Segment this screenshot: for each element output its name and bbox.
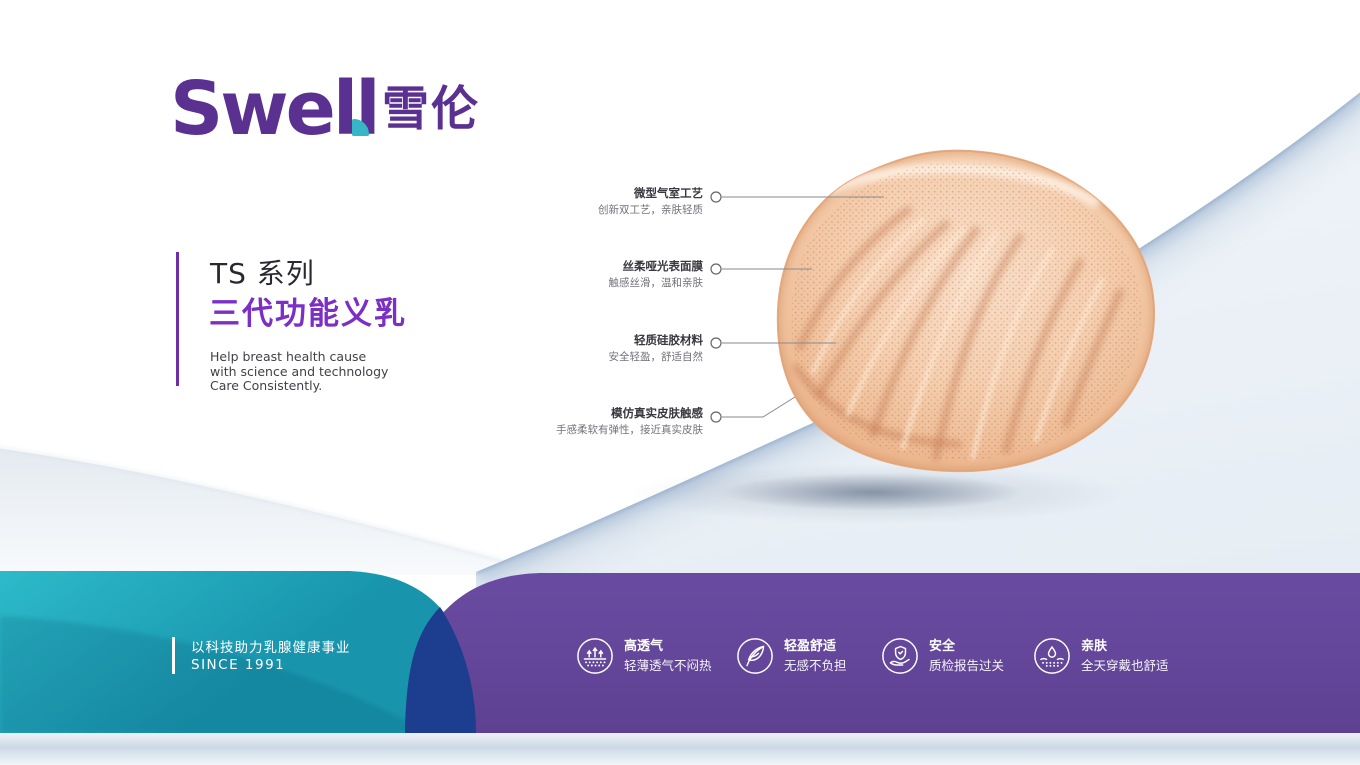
callout-matte-surface: 丝柔哑光表面膜 触感丝滑，温和亲肤 (458, 259, 704, 290)
feature-title: 轻盈舒适 (784, 638, 837, 654)
feature-desc: 质检报告过关 (929, 657, 1005, 673)
feature-title: 安全 (929, 638, 956, 654)
feature-safety: 安全 质检报告过关 (881, 637, 1004, 675)
feature-title: 亲肤 (1081, 638, 1108, 654)
callout-real-skin-feel: 模仿真实皮肤触感 手感柔软有弹性，接近真实皮肤 (458, 406, 703, 437)
callout-desc: 安全轻盈，舒适自然 (608, 351, 704, 363)
shield-hand-icon (882, 638, 918, 674)
feature-skin-friendly: 亲肤 全天穿戴也舒适 (1033, 637, 1169, 675)
navy-overlap-shape (405, 607, 476, 733)
bottom-strip (0, 733, 1360, 765)
left-wave-shape (0, 448, 540, 575)
tagline-line-2: with science and technology (210, 363, 389, 379)
callout-title: 微型气室工艺 (634, 186, 703, 200)
feature-desc: 无感不负担 (784, 657, 847, 673)
droplet-skin-icon (1034, 638, 1070, 674)
feather-icon (737, 638, 773, 674)
callout-title: 模仿真实皮肤触感 (611, 406, 703, 420)
product-title: 三代功能义乳 (209, 296, 407, 332)
callout-micro-air-chamber: 微型气室工艺 创新双工艺，亲肤轻质 (458, 186, 703, 217)
callout-desc: 手感柔软有弹性，接近真实皮肤 (556, 424, 703, 436)
callout-desc: 触感丝滑，温和亲肤 (608, 277, 704, 289)
footer-since: SINCE 1991 (191, 657, 286, 673)
footer-slogan: 以科技助力乳腺健康事业 (191, 640, 351, 656)
callout-desc: 创新双工艺，亲肤轻质 (598, 204, 703, 216)
tagline-line-1: Help breast health cause (210, 349, 367, 364)
breathable-icon (577, 638, 613, 674)
product-image (776, 149, 1156, 473)
title-accent-rule (176, 252, 179, 386)
brand-logo-wordmark: Swell (170, 66, 381, 152)
brand-logo-accent-icon (352, 119, 369, 136)
brand-logo-chinese: 雪伦 (382, 82, 480, 137)
tagline: Help breast health cause with science an… (210, 349, 389, 394)
slogan-rule (172, 637, 175, 674)
feature-desc: 全天穿戴也舒适 (1081, 657, 1169, 673)
feature-breathable: 高透气 轻薄透气不闷热 (576, 637, 712, 675)
tagline-line-3: Care Consistently. (210, 378, 323, 393)
callout-title: 轻质硅胶材料 (634, 333, 703, 347)
feature-desc: 轻薄透气不闷热 (624, 657, 712, 673)
product-texture (791, 161, 1141, 460)
series-title: TS 系列 (210, 257, 315, 290)
callout-light-silicone: 轻质硅胶材料 安全轻盈，舒适自然 (458, 333, 704, 364)
callout-title: 丝柔哑光表面膜 (622, 259, 704, 273)
feature-title: 高透气 (624, 638, 664, 654)
product-shadow (630, 464, 1130, 524)
feature-light-comfort: 轻盈舒适 无感不负担 (736, 637, 847, 675)
